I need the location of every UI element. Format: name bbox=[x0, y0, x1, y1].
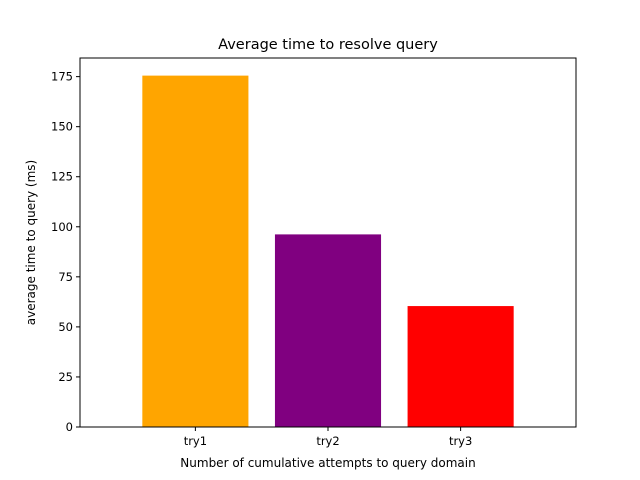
bars-group bbox=[142, 75, 514, 427]
x-tick-label-try1: try1 bbox=[184, 434, 207, 448]
y-tick-label: 100 bbox=[51, 220, 73, 234]
y-tick-label: 150 bbox=[51, 120, 73, 134]
x-tick-label-try2: try2 bbox=[316, 434, 339, 448]
x-ticks-group: try1 try2 try3 bbox=[184, 427, 472, 448]
bar-try2 bbox=[274, 234, 382, 427]
y-tick-label: 0 bbox=[66, 420, 73, 434]
y-tick-label: 50 bbox=[58, 320, 73, 334]
y-axis-label: average time to query (ms) bbox=[24, 160, 38, 326]
y-tick-label: 25 bbox=[58, 370, 73, 384]
y-tick-label: 75 bbox=[58, 270, 73, 284]
bar-try1 bbox=[142, 75, 249, 427]
x-tick-label-try3: try3 bbox=[449, 434, 472, 448]
bar-try3 bbox=[407, 306, 514, 427]
y-tick-label: 125 bbox=[51, 170, 73, 184]
plot-frame bbox=[79, 57, 577, 428]
y-tick-label: 175 bbox=[51, 70, 73, 84]
y-ticks-group: 0 25 50 75 100 125 150 175 bbox=[51, 70, 80, 434]
x-axis-label: Number of cumulative attempts to query d… bbox=[180, 456, 475, 470]
chart-title: Average time to resolve query bbox=[218, 37, 438, 53]
